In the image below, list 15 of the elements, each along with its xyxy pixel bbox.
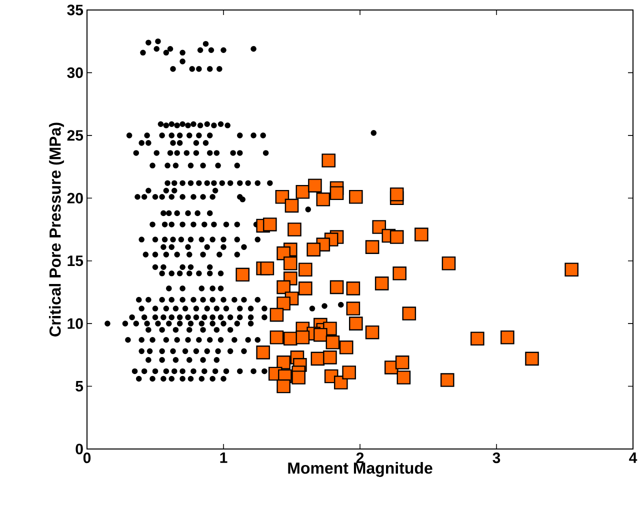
y-tick-label: 10 [68,318,83,329]
y-tick-label: 30 [67,67,83,78]
y-tick-label: 25 [67,130,84,141]
x-axis-title: Moment Magnitude [288,462,432,477]
y-tick-label: 15 [68,256,84,266]
x-tick-label: 0 [83,452,91,464]
x-tick-label: 1 [220,452,228,463]
y-axis-title: Critical Pore Pressure (MPa) [49,122,64,336]
x-tick-label: 4 [629,452,638,463]
y-tick-label: 0 [76,444,83,454]
y-tick-label: 5 [76,381,84,392]
x-tick-label: 3 [492,452,500,464]
y-tick-label: 35 [67,4,84,16]
y-tick-label: 20 [67,192,83,204]
x-tick-label: 2 [356,452,364,463]
